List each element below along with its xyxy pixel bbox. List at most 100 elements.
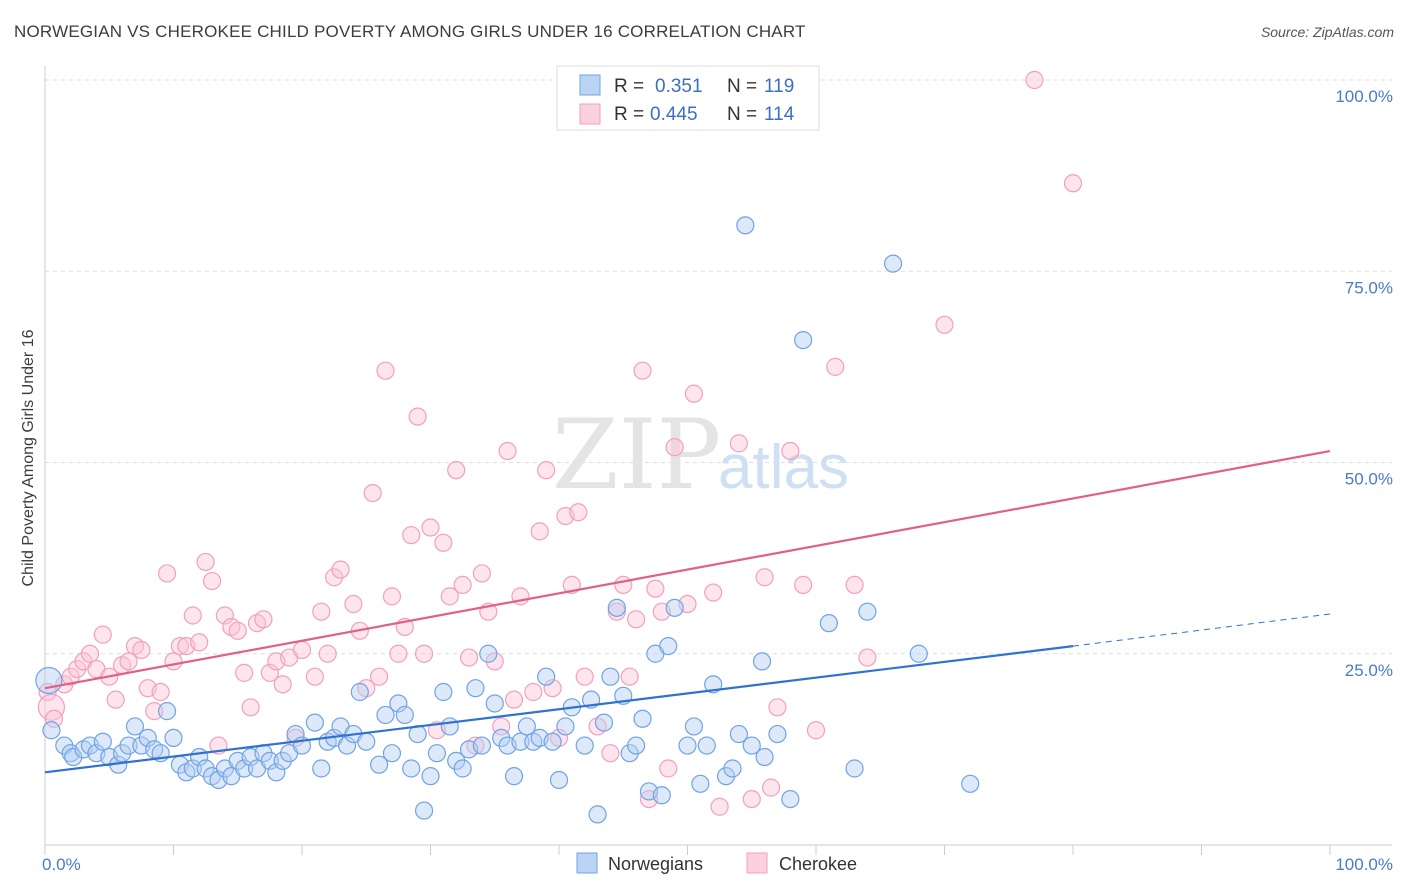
norwegians-point-112 (858, 602, 877, 621)
cherokee-point-110 (935, 315, 954, 334)
norwegians-point-62 (453, 759, 472, 778)
cherokee-point-46 (344, 594, 363, 614)
cherokee-point-26 (202, 571, 222, 591)
cherokee-point-86 (620, 667, 639, 686)
cherokee-point-93 (665, 438, 684, 457)
y-axis-label: Child Poverty Among Girls Under 16 (20, 329, 37, 586)
norwegians-point-75 (537, 667, 556, 686)
norwegians-point-108 (781, 789, 800, 809)
cherokee-point-111 (1025, 70, 1044, 90)
norwegians-point-35 (267, 763, 286, 782)
cherokee-point-100 (755, 568, 774, 587)
norwegians-point-64 (466, 679, 485, 698)
cherokee-point-15 (132, 640, 151, 660)
norwegians-trend-extension (1072, 613, 1331, 647)
cherokee-point-52 (382, 587, 402, 606)
cherokee-point-18 (151, 682, 170, 702)
cherokee-point-51 (376, 361, 395, 380)
norwegians-point-66 (479, 644, 498, 663)
cherokee-point-92 (659, 759, 678, 778)
cherokee-point-24 (190, 633, 209, 652)
norwegians-point-19 (164, 728, 183, 748)
cherokee-point-107 (826, 357, 845, 376)
x-tick-label-0: 0.0% (42, 855, 81, 874)
norwegians-point-58 (427, 744, 447, 763)
cherokee-point-7 (80, 644, 100, 663)
cherokee-trend-line (44, 449, 1331, 690)
y-tick-label-3: 100.0% (1335, 87, 1393, 106)
cherokee-point-49 (363, 484, 382, 503)
norwegians-point-89 (633, 709, 652, 728)
norwegians-point-96 (684, 717, 704, 736)
norwegians-point-15 (138, 728, 157, 748)
cherokee-point-50 (370, 667, 389, 686)
norwegians-point-8 (93, 732, 112, 751)
norwegians-point-57 (421, 767, 440, 786)
cherokee-point-95 (684, 384, 704, 403)
norwegians-point-12 (119, 736, 138, 755)
norwegians-point-34 (260, 751, 279, 770)
norwegians-point-72 (517, 717, 536, 736)
cherokee-point-109 (858, 648, 877, 667)
cherokee-point-20 (164, 652, 183, 671)
norwegians-point-53 (395, 705, 414, 725)
norwegians-point-95 (678, 736, 697, 755)
series-legend: Norwegians Cherokee (576, 852, 857, 874)
norwegians-point-97 (691, 774, 710, 793)
cherokee-point-102 (768, 698, 787, 717)
cherokee-point-30 (228, 621, 247, 640)
norwegians-point-103 (736, 216, 755, 235)
cherokee-point-45 (331, 560, 350, 579)
norwegians-point-22 (183, 759, 202, 778)
norwegians-point-71 (511, 732, 530, 751)
legend-r-label-1: R = (614, 76, 644, 97)
cherokee-point-108 (845, 575, 864, 595)
cherokee-point-61 (440, 587, 459, 606)
legend-swatch-cherokee (579, 103, 601, 125)
cherokee-point-96 (704, 583, 723, 602)
axes (44, 66, 1392, 855)
norwegians-point-92 (652, 786, 671, 805)
cherokee-point-85 (614, 575, 633, 595)
norwegians-point-101 (723, 759, 742, 778)
source-label: Source: ZipAtlas.com (1260, 24, 1394, 40)
norwegians-trend-line (44, 645, 1074, 774)
norwegians-point-105 (752, 652, 772, 671)
cherokee-point-57 (414, 644, 434, 663)
watermark-zip: ZIP (552, 399, 721, 511)
cherokee-points (37, 70, 1083, 816)
cherokee-point-70 (498, 441, 517, 461)
cherokee-point-66 (472, 564, 491, 583)
cherokee-point-42 (312, 602, 331, 621)
norwegians-point-59 (434, 682, 453, 702)
cherokee-point-40 (292, 640, 312, 660)
norwegians-point-13 (125, 717, 145, 736)
cherokee-point-35 (260, 663, 279, 682)
norwegians-point-106 (755, 747, 774, 767)
norwegians-point-78 (556, 717, 575, 736)
cherokee-point-17 (145, 702, 164, 721)
norwegians-point-93 (659, 636, 678, 656)
cherokee-point-11 (106, 690, 125, 709)
legend-r-value-2: 0.445 (650, 104, 698, 125)
cherokee-point-31 (235, 663, 254, 682)
cherokee-point-88 (633, 361, 652, 380)
stats-legend: R = 0.351 N = 119 R = 0.445 N = 114 (556, 65, 820, 131)
norwegians-point-1 (42, 721, 61, 740)
cherokee-point-98 (729, 434, 749, 453)
norwegians-point-30 (235, 759, 254, 778)
cherokee-point-105 (794, 575, 813, 595)
cherokee-point-37 (273, 675, 292, 694)
norwegians-point-80 (575, 736, 594, 755)
cherokee-point-84 (607, 602, 626, 621)
cherokee-point-9 (93, 625, 112, 644)
cherokee-point-74 (530, 522, 549, 541)
series-legend-swatch-norwegians (576, 852, 598, 874)
trend-lines (44, 449, 1331, 774)
cherokee-point-58 (421, 518, 440, 537)
cherokee-point-73 (524, 682, 543, 702)
norwegians-point-98 (697, 736, 716, 755)
cherokee-point-99 (742, 789, 761, 809)
legend-n-value-2: 114 (764, 104, 795, 125)
